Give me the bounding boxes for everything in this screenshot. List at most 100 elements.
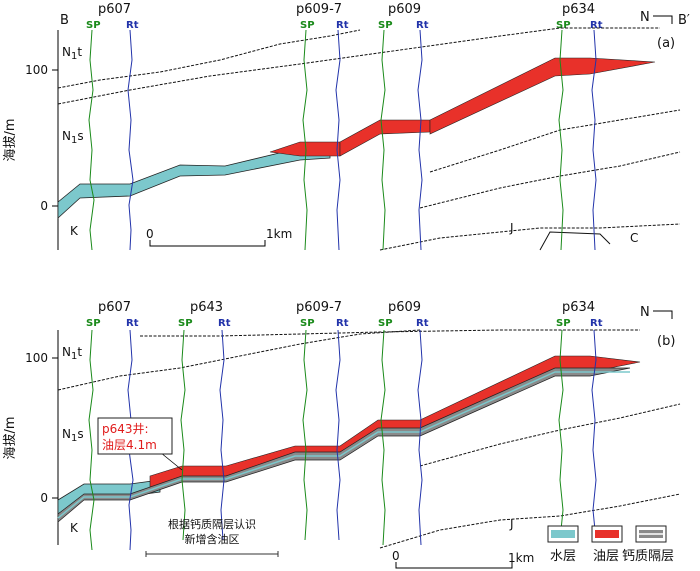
rt-label-p609-7-a: Rt: [336, 20, 349, 31]
sp-log-p609-b: [380, 329, 386, 546]
n1s-top-boundary-b: [140, 329, 640, 337]
shallow-boundary-a: [429, 109, 681, 173]
callout-line1: p643井:: [102, 422, 149, 436]
legend-calc-label: 钙质隔层: [622, 549, 674, 564]
rt-log-p643-b: [219, 329, 225, 541]
sp-label-p609-b: SP: [378, 318, 393, 329]
j-top-boundary-b: [379, 493, 681, 549]
well-label-p607-a: p607: [98, 2, 131, 17]
tick-label-100-b: 100: [25, 351, 48, 365]
well-label-p609-7-b: p609-7: [296, 300, 342, 315]
formation-j-a: J: [509, 221, 514, 235]
scale-end-b: 1km: [508, 551, 534, 565]
section-start-label: B: [60, 13, 69, 28]
sp-log-p634-a: [558, 29, 564, 251]
sp-log-p609-7-a: [302, 29, 308, 251]
legend-water-fill: [551, 530, 575, 538]
well-label-p634-b: p634: [562, 300, 595, 315]
sp-label-p607-b: SP: [86, 318, 101, 329]
oil-layer-a-2: [339, 119, 431, 157]
sp-log-p634-b: [558, 329, 564, 531]
n1t-boundary-a: [57, 29, 361, 89]
rt-label-p609-7-b: Rt: [336, 318, 349, 329]
rt-log-p609-7-b: [335, 329, 341, 541]
rt-label-p609-a: Rt: [416, 20, 429, 31]
section-end-label: B′: [678, 13, 690, 28]
panel-a: 100 0 B B′ N (a) p607 p609-7 p609 p634 S…: [25, 2, 690, 251]
well-label-p634-a: p634: [562, 2, 595, 17]
callout-line2: 油层4.1m: [102, 438, 157, 452]
water-layer-a: [57, 147, 331, 219]
y-axis-title-b: 海拔/m: [3, 416, 18, 459]
legend: 水层 油层 钙质隔层: [547, 525, 674, 564]
panel-label-b: (b): [657, 334, 675, 349]
rt-label-p607-b: Rt: [126, 318, 139, 329]
scale-start-b: 0: [392, 549, 400, 563]
rt-label-p607-a: Rt: [126, 20, 139, 31]
rt-log-p609-7-a: [335, 29, 341, 251]
sp-label-p634-a: SP: [556, 20, 571, 31]
sp-label-p607-a: SP: [86, 20, 101, 31]
c-boundary-a: [539, 231, 611, 251]
tick-label-0-a: 0: [40, 199, 48, 213]
panel-label-a: (a): [657, 36, 675, 51]
rt-log-p609-a: [417, 29, 423, 251]
sp-log-p607-a: [88, 29, 95, 251]
rt-label-p634-a: Rt: [590, 20, 603, 31]
legend-oil-fill: [595, 530, 619, 538]
sp-log-p607-b: [88, 329, 95, 551]
legend-oil-label: 油层: [593, 549, 619, 564]
rt-log-p634-a: [591, 29, 597, 251]
formation-k-b: K: [70, 521, 79, 535]
j-top-boundary-a: [379, 223, 681, 251]
n1t-boundary-b: [57, 329, 421, 391]
formation-n1t-a: N1t: [62, 45, 82, 62]
rt-label-p634-b: Rt: [590, 318, 603, 329]
panel-b: 100 0 N (b) p607 p643 p609-7 p609 p634 S…: [25, 300, 681, 569]
sp-label-p643-b: SP: [178, 318, 193, 329]
y-axis-title-a: 海拔/m: [3, 118, 18, 161]
mid-boundary-a: [419, 151, 681, 209]
well-label-p609-7-a: p609-7: [296, 2, 342, 17]
rt-label-p643-b: Rt: [218, 318, 231, 329]
bracket-line1: 根据钙质隔层认识: [168, 517, 256, 531]
north-arrow-icon: [653, 15, 673, 24]
scale-bar-a: [149, 240, 266, 247]
north-label-a: N: [640, 10, 650, 25]
north-arrow-icon-b: [653, 310, 673, 319]
sp-log-p609-7-b: [302, 329, 308, 541]
scale-start-a: 0: [146, 227, 154, 241]
formation-k-a: K: [70, 224, 79, 238]
callout-box: [97, 417, 173, 455]
n1s-top-boundary-a: [57, 27, 660, 105]
tick-label-100-a: 100: [25, 63, 48, 77]
formation-j-b: J: [509, 517, 514, 531]
formation-n1t-b: N1t: [62, 345, 82, 362]
formation-n1s-b: N1s: [62, 427, 84, 444]
well-label-p643-b: p643: [190, 300, 223, 315]
sp-log-p643-b: [180, 329, 186, 541]
scale-end-a: 1km: [266, 227, 292, 241]
oil-layer-a-3: [429, 57, 656, 135]
sp-label-p634-b: SP: [556, 318, 571, 329]
rt-log-p634-b: [591, 329, 597, 531]
bracket-line: [145, 551, 279, 557]
scale-bar-b: [395, 562, 513, 569]
tick-label-0-b: 0: [40, 491, 48, 505]
bracket-line2: 新增含油区: [185, 532, 240, 546]
rt-log-p607-a: [127, 29, 134, 251]
legend-water-label: 水层: [550, 549, 576, 564]
well-label-p609-a: p609: [388, 2, 421, 17]
sp-log-p609-a: [380, 29, 386, 251]
north-label-b: N: [640, 305, 650, 320]
well-label-p607-b: p607: [98, 300, 131, 315]
rt-label-p609-b: Rt: [416, 318, 429, 329]
sp-label-p609-7-a: SP: [300, 20, 315, 31]
rt-log-p609-b: [417, 329, 423, 546]
sp-label-p609-a: SP: [378, 20, 393, 31]
formation-c-a: C: [630, 231, 638, 245]
well-label-p609-b: p609: [388, 300, 421, 315]
sp-label-p609-7-b: SP: [300, 318, 315, 329]
formation-n1s-a: N1s: [62, 129, 84, 146]
